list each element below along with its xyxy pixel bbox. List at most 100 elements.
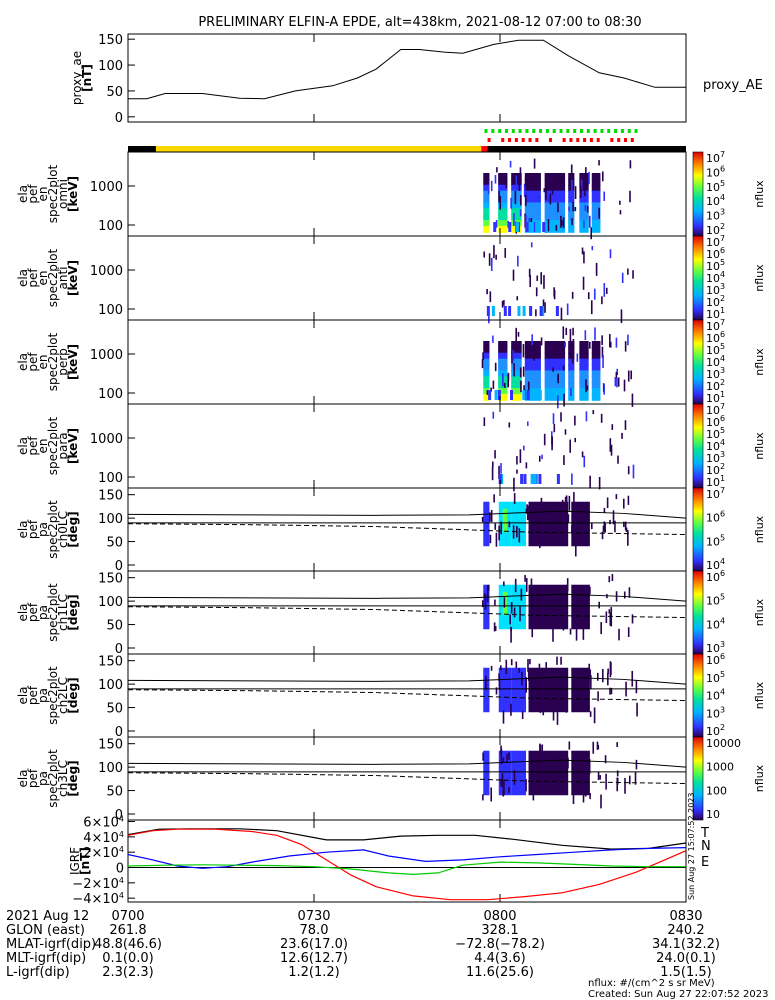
pitch-angle-block [511,667,527,713]
pitch-angle-streak [611,574,614,581]
pitch-angle-streak [568,495,571,511]
energy-spectrogram-streak [511,350,513,364]
pitch-angle-y-label-line: ch0LC [56,511,70,548]
energy-panel-colorbar-tick: 105 [706,258,725,273]
pitch-angle-streak [614,520,616,533]
energy-spectrogram-streak [560,307,563,320]
energy-spectrogram-streak [493,245,495,259]
pitch-angle-streak [574,545,577,557]
energy-spectrogram-cell [483,388,490,395]
energy-spectrogram-streak [609,334,611,348]
pitch-angle-streak [530,769,533,784]
energy-spectrogram-low-patch [528,222,532,232]
science-zone-mark [525,129,529,133]
energy-spectrogram-streak [533,158,536,169]
energy-panel-colorbar-label: nflux [753,348,766,376]
pitch-angle-streak [493,622,496,632]
energy-panel-colorbar [692,235,704,321]
energy-spectrogram-cell [544,388,566,395]
energy-spectrogram-streak [501,300,504,308]
pitch-angle-streak [532,787,535,801]
pitch-angle-panel-colorbar-tick: 106 [706,510,725,525]
energy-spectrogram-streak [571,179,573,194]
energy-spectrogram-streak [529,274,531,288]
energy-spectrogram-low-patch [547,390,551,400]
science-zone-mark [518,129,522,133]
energy-y-tick-label: 1000 [90,432,123,447]
pitch-angle-streak [550,776,553,782]
energy-spectrogram-streak [508,422,511,428]
pitch-angle-y-tick-label: 150 [98,489,123,504]
status-bar-yellow [155,146,482,152]
pitch-angle-streak [543,685,545,697]
energy-spectrogram-streak [605,287,608,294]
energy-spectrogram-streak [620,309,623,324]
pitch-angle-streak [481,516,484,522]
energy-spectrogram-streak [572,338,575,350]
pitch-angle-streak [502,710,505,724]
energy-spectrogram-cell [483,178,490,186]
energy-panel-colorbar [692,319,704,405]
pitch-angle-streak [544,779,546,794]
energy-spectrogram-streak [629,160,632,169]
energy-spectrogram-cell [483,184,490,192]
energy-spectrogram-streak [590,227,593,240]
energy-panel-colorbar-tick: 105 [706,426,725,441]
pitch-angle-streak [627,495,630,505]
figure-title: PRELIMINARY ELFIN-A EPDE, alt=438km, 202… [198,15,641,30]
energy-spectrogram-cell [511,202,522,210]
energy-spectrogram-streak [579,185,582,198]
pitch-angle-streak [525,677,527,693]
energy-spectrogram-cell [511,190,522,198]
pitch-angle-streak [634,771,637,785]
annotation-row-value: 1.2(1.2) [288,965,340,980]
pitch-angle-panel-colorbar-label: nflux [753,681,766,709]
energy-spectrogram-streak [627,334,629,346]
pitch-angle-streak [565,498,568,506]
annotation-row-value: −72.8(−78.2) [455,937,545,952]
science-zone-mark [532,129,536,133]
pitch-angle-frame [127,736,687,821]
pitch-angle-streak [599,775,601,780]
energy-spectrogram-streak [555,224,558,231]
energy-spectrogram-streak [588,171,590,185]
energy-spectrogram-cell [568,202,575,210]
energy-panel-colorbar-tick: 103 [706,366,725,381]
pitch-angle-y-tick-label: 150 [98,572,123,587]
annotation-row-label: 2021 Aug 12 [6,909,89,924]
annotation-row-value: 240.2 [667,923,704,938]
pitch-angle-streak [616,742,618,748]
energy-y-label-line: en [36,187,50,202]
energy-spectrogram-streak [583,455,586,468]
energy-spectrogram-streak [522,343,525,358]
energy-panel-colorbar-tick: 106 [706,414,725,429]
pitch-angle-streak [545,662,548,675]
igrf-y-tick-label: 4×104 [83,830,124,846]
energy-y-label-line: spec2plot [46,332,60,391]
pitch-angle-block [498,667,512,713]
pitch-angle-streak [616,777,619,785]
energy-panel-colorbar-tick: 105 [706,342,725,357]
pitch-angle-streak [482,794,484,801]
energy-spectrogram-low-patch [517,306,521,316]
science-zone-mark [620,129,624,133]
annotation-row-label: L-igrf(dip) [6,965,70,980]
energy-spectrogram-streak [545,188,547,201]
energy-spectrogram-cell [591,196,601,204]
energy-spectrogram-streak [514,190,517,205]
pitch-angle-streak [593,707,596,724]
energy-spectrogram-streak [615,337,618,348]
energy-spectrogram-streak [574,206,577,212]
energy-spectrogram-cell [544,220,566,227]
energy-panel-colorbar [692,151,704,237]
pitch-angle-streak [575,625,578,641]
energy-spectrogram-streak [498,190,500,203]
energy-spectrogram-streak [516,456,518,465]
pitch-angle-y-label-line: ch1LC [56,594,70,631]
energy-spectrogram-streak [535,287,538,297]
pitch-angle-streak [509,614,511,625]
energy-spectrogram-streak [584,205,587,211]
loss-cone-line [127,759,687,768]
energy-spectrogram-low-patch [541,306,545,316]
energy-spectrogram-panel: 1000100elapefenspec2plotperp[keV]1071061… [16,318,766,409]
